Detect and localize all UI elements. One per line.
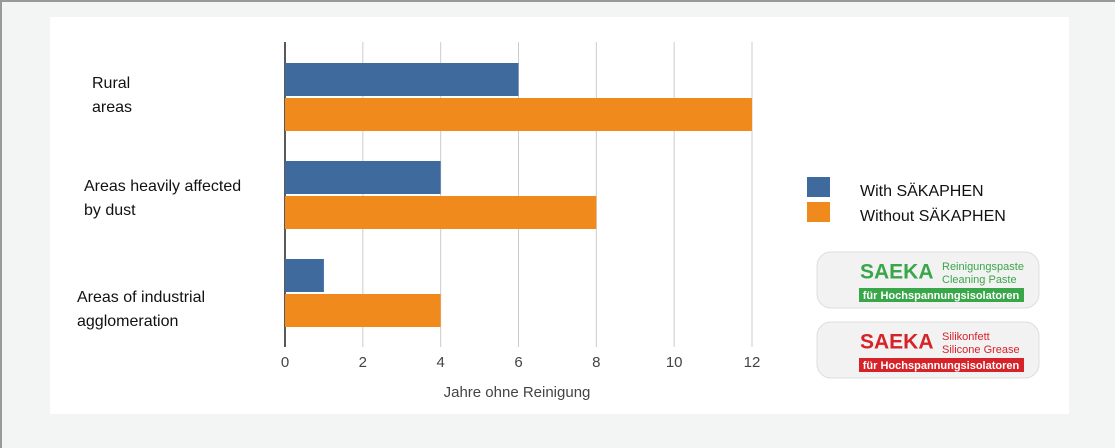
x-tick-label: 6: [514, 354, 522, 371]
brand: SAEKA: [860, 331, 934, 354]
legend-label: Without SÄKAPHEN: [860, 207, 1006, 225]
y-tick-label: Areas of industrial agglomeration: [77, 286, 257, 334]
chart: Jahre ohne Reinigung SAEKA Reinigungspas…: [2, 2, 1115, 448]
bar: [285, 98, 752, 131]
bar: [285, 161, 441, 194]
y-tick-label: Rural areas: [92, 72, 167, 120]
x-tick-label: 0: [281, 354, 289, 371]
x-tick-label: 4: [436, 354, 444, 371]
legend-swatch: [807, 202, 830, 222]
x-tick-label: 12: [744, 354, 761, 371]
bar: [285, 294, 441, 327]
legend-label: With SÄKAPHEN: [860, 182, 984, 200]
bar: [285, 196, 596, 229]
legend-swatch: [807, 177, 830, 197]
x-tick-label: 8: [592, 354, 600, 371]
x-tick-label: 2: [359, 354, 367, 371]
screenshot: Jahre ohne Reinigung SAEKA Reinigungspas…: [0, 0, 1115, 448]
bar: [285, 259, 324, 292]
name-de: Reinigungspaste: [942, 261, 1024, 273]
y-tick-label: Areas heavily affected by dust: [84, 175, 254, 223]
x-axis-label: Jahre ohne Reinigung: [444, 384, 591, 401]
use: für Hochspannungsisolatoren: [863, 290, 1020, 302]
brand: SAEKA: [860, 261, 934, 284]
use: für Hochspannungsisolatoren: [863, 360, 1020, 372]
name-en: Cleaning Paste: [942, 274, 1017, 286]
product-2: SAEKA Silikonfett Silicone Grease für Ho…: [817, 322, 1039, 378]
x-tick-label: 10: [666, 354, 683, 371]
name-en: Silicone Grease: [942, 344, 1020, 356]
bar: [285, 63, 519, 96]
name-de: Silikonfett: [942, 331, 990, 343]
product-1: SAEKA Reinigungspaste Cleaning Paste für…: [817, 252, 1039, 308]
